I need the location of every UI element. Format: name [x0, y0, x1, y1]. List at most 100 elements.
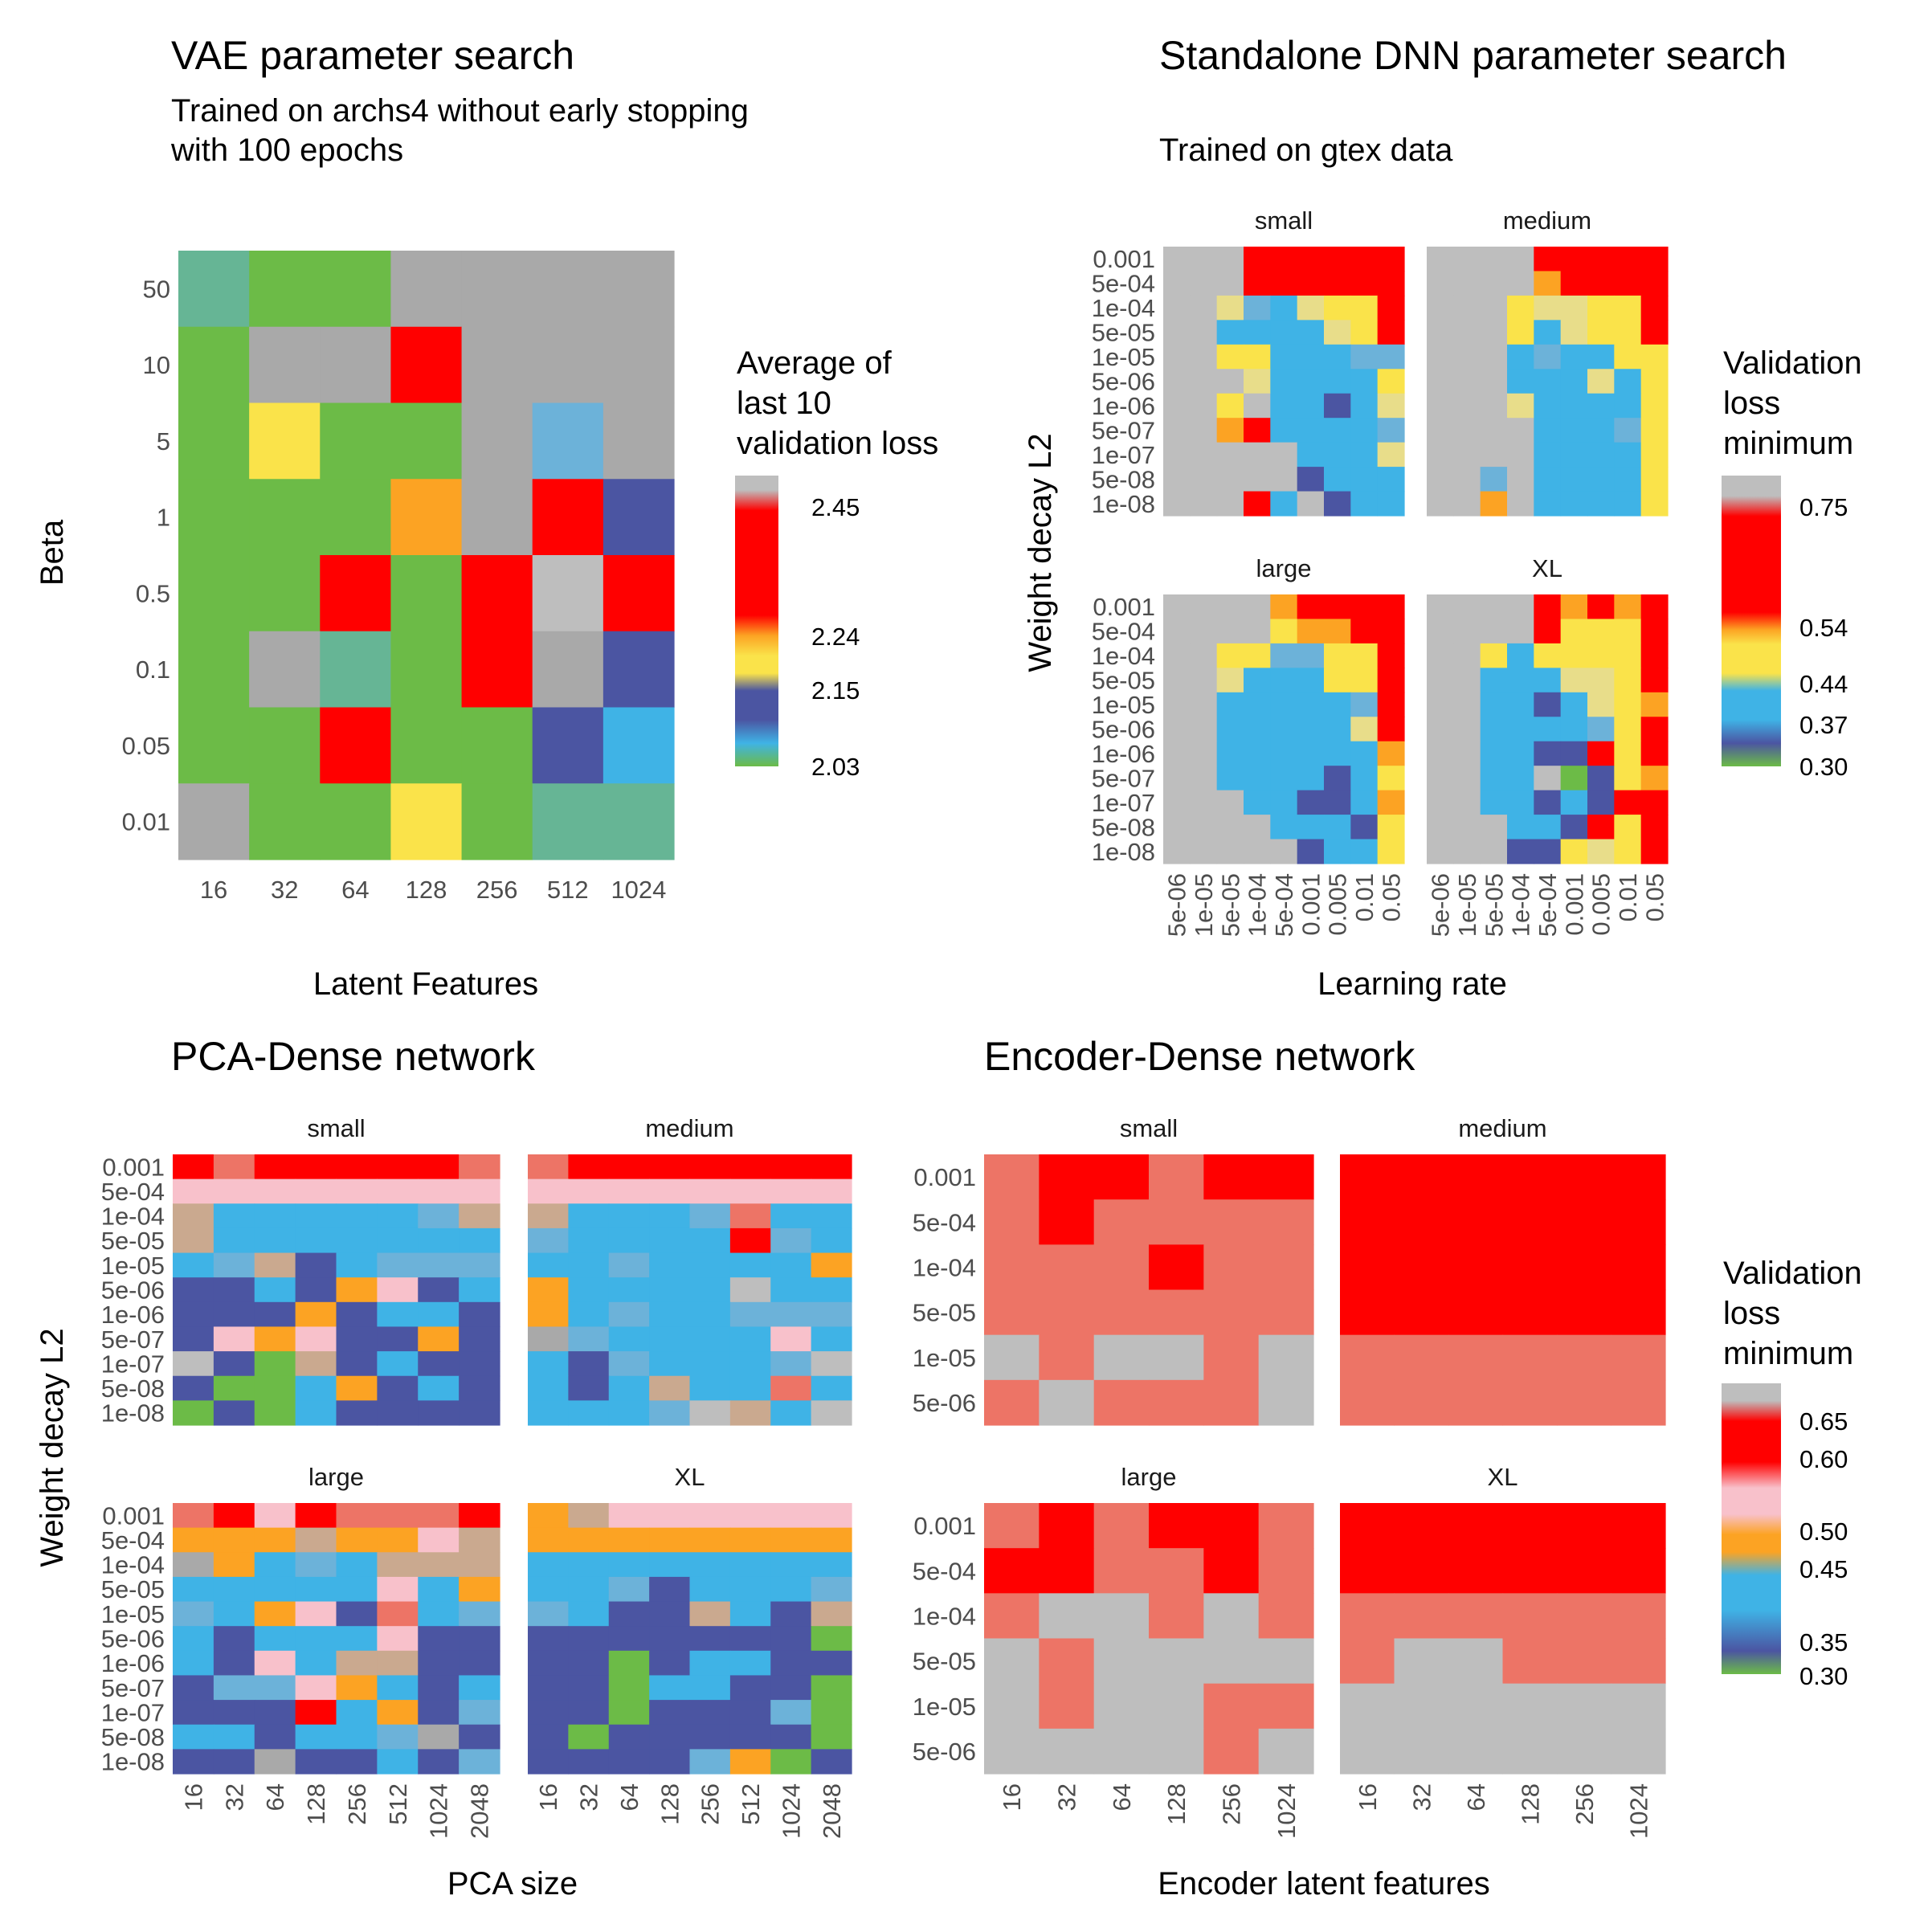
pca-large-cell-r10-c0 [173, 1749, 214, 1775]
pca-xl-cell-r9-c2 [608, 1724, 650, 1750]
pca-xl-cell-r5-c1 [568, 1626, 610, 1652]
dnn-small-cell-r6-c0 [1163, 393, 1191, 419]
vae-cell-r5-c5 [532, 631, 604, 709]
dnn-large-cell-r3-c8 [1377, 668, 1405, 693]
pca-xl-cell-r0-c7 [811, 1503, 852, 1529]
enc-small-y-tick-label: 1e-05 [913, 1344, 976, 1372]
enc-medium-cell-r2-c4 [1557, 1244, 1612, 1291]
pca-small-cell-r5-c7 [459, 1277, 500, 1303]
dnn-small-cell-r1-c5 [1297, 271, 1325, 296]
pca-large-x-tick-label: 1024 [425, 1783, 453, 1839]
pca-small-cell-r4-c6 [418, 1252, 460, 1278]
dnn-small-cell-r4-c6 [1324, 344, 1351, 370]
dnn-small-y-tick-label: 5e-08 [1092, 465, 1155, 493]
enc-small-cell-r2-c1 [1039, 1244, 1095, 1291]
pca-large-cell-r1-c3 [295, 1527, 337, 1553]
enc-xl-cell-r1-c5 [1611, 1548, 1666, 1594]
enc-small-cell-r1-c5 [1258, 1199, 1314, 1245]
pca-small-cell-r0-c6 [418, 1154, 460, 1180]
dnn-xl-cell-r0-c6 [1587, 594, 1615, 620]
pca-small-cell-r1-c4 [336, 1178, 378, 1204]
enc-small-cell-r2-c3 [1149, 1244, 1204, 1291]
dnn-xl-cell-r10-c6 [1587, 839, 1615, 864]
pca-large-x-tick-label: 256 [343, 1783, 371, 1825]
pca-large-cell-r3-c4 [336, 1576, 378, 1603]
dnn-xl-cell-r2-c4 [1534, 643, 1562, 668]
pca-plot-area: small0.0015e-041e-045e-051e-055e-061e-06… [101, 1114, 852, 1839]
dnn-xl-cell-r6-c8 [1640, 741, 1669, 766]
pca-large-cell-r10-c3 [295, 1749, 337, 1775]
dnn-xl-cell-r9-c1 [1453, 815, 1481, 840]
dnn-large-cell-r7-c8 [1377, 766, 1405, 791]
dnn-small-cell-r10-c3 [1244, 491, 1271, 517]
pca-small-cell-r9-c4 [336, 1375, 378, 1401]
enc-xl-cell-r5-c0 [1340, 1728, 1395, 1775]
pca-large-x-tick-label: 128 [302, 1783, 330, 1825]
pca-small-cell-r8-c2 [254, 1351, 296, 1377]
pca-small-y-tick-label: 1e-07 [101, 1350, 165, 1378]
dnn-small-cell-r7-c4 [1270, 418, 1298, 443]
dnn-large-cell-r6-c3 [1244, 741, 1271, 766]
vae-legend-tick-0: 2.45 [811, 493, 860, 521]
vae-cell-r1-c6 [602, 326, 675, 404]
dnn-xl-cell-r10-c1 [1453, 839, 1481, 864]
dnn-xl-cell-r1-c0 [1427, 619, 1454, 644]
enc-small-cell-r3-c4 [1203, 1289, 1260, 1336]
enc-small-cell-r1-c1 [1039, 1199, 1095, 1245]
pca-xl-cell-r10-c4 [689, 1749, 731, 1775]
pca-medium-cell-r7-c7 [811, 1326, 852, 1352]
enc-xl-cell-r0-c1 [1394, 1503, 1449, 1549]
pca-xl-cell-r1-c7 [811, 1527, 852, 1553]
dnn-small-cell-r1-c1 [1190, 271, 1218, 296]
dnn-small-cell-r6-c1 [1190, 393, 1218, 419]
enc-large-x-tick-label: 128 [1162, 1783, 1191, 1825]
dnn-medium-cell-r6-c6 [1587, 393, 1615, 419]
pca-xl-cell-r0-c0 [528, 1503, 569, 1529]
pca-small-cell-r0-c2 [254, 1154, 296, 1180]
pca-small-y-tick-label: 1e-05 [101, 1252, 165, 1280]
pca-medium-cell-r0-c6 [770, 1154, 812, 1180]
enc-small-cell-r4-c1 [1039, 1334, 1095, 1381]
pca-large-cell-r1-c7 [459, 1527, 500, 1553]
dnn-large-cell-r8-c3 [1244, 790, 1271, 815]
pca-small-cell-r9-c5 [377, 1375, 419, 1401]
enc-large-x-tick-label: 32 [1053, 1783, 1081, 1811]
vae-cell-r6-c4 [461, 707, 533, 784]
dnn-large-cell-r6-c6 [1324, 741, 1351, 766]
pca-large-strip-label: large [308, 1463, 364, 1491]
dnn-medium-cell-r4-c3 [1507, 344, 1534, 370]
dnn-large-cell-r8-c8 [1377, 790, 1405, 815]
enc-large-y-tick-label: 5e-05 [913, 1648, 976, 1676]
dnn-small-cell-r7-c8 [1377, 418, 1405, 443]
pca-x-axis-title: PCA size [447, 1866, 578, 1901]
dnn-medium-cell-r3-c0 [1427, 320, 1454, 345]
dnn-small-cell-r10-c2 [1216, 491, 1244, 517]
dnn-legend-tick-2: 0.44 [1799, 670, 1848, 698]
pca-xl-cell-r7-c3 [649, 1675, 691, 1701]
enc-xl-x-tick-label: 1024 [1624, 1783, 1652, 1839]
dnn-medium-cell-r2-c4 [1534, 295, 1562, 321]
dnn-medium-cell-r4-c0 [1427, 344, 1454, 370]
pca-xl-cell-r3-c4 [689, 1576, 731, 1603]
dnn-legend-title-line-3: minimum [1723, 426, 1853, 461]
dnn-small-cell-r3-c2 [1216, 320, 1244, 345]
pca-small-cell-r9-c2 [254, 1375, 296, 1401]
vae-y-tick-label: 5 [157, 427, 170, 455]
pca-large-cell-r9-c2 [254, 1724, 296, 1750]
dnn-medium-cell-r8-c4 [1534, 442, 1562, 468]
enc-small-cell-r1-c2 [1093, 1199, 1150, 1245]
dnn-medium-cell-r8-c7 [1614, 442, 1642, 468]
dnn-xl-cell-r5-c6 [1587, 717, 1615, 742]
pca-xl-cell-r5-c3 [649, 1626, 691, 1652]
enc-medium-cell-r5-c2 [1448, 1379, 1504, 1426]
pca-xl-cell-r8-c3 [649, 1700, 691, 1726]
enc-medium-cell-r3-c0 [1340, 1289, 1395, 1336]
pca-large-cell-r5-c2 [254, 1626, 296, 1652]
pca-large-cell-r7-c4 [336, 1675, 378, 1701]
pca-xl-cell-r7-c1 [568, 1675, 610, 1701]
enc-xl-cell-r0-c3 [1502, 1503, 1558, 1549]
dnn-medium-cell-r10-c6 [1587, 491, 1615, 517]
dnn-small-cell-r10-c6 [1324, 491, 1351, 517]
dnn-large-cell-r10-c8 [1377, 839, 1405, 864]
pca-medium-cell-r8-c5 [729, 1351, 771, 1377]
